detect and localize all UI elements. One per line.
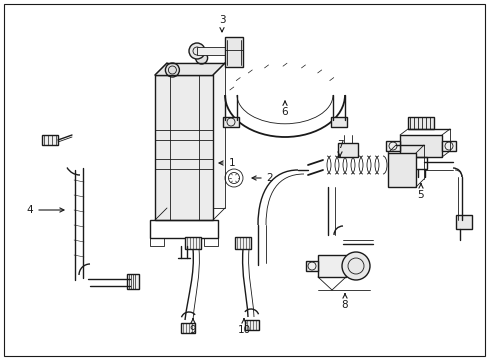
Circle shape — [195, 52, 207, 64]
Circle shape — [165, 63, 179, 77]
Circle shape — [341, 252, 369, 280]
Text: 4: 4 — [27, 205, 64, 215]
Circle shape — [189, 43, 204, 59]
Text: 2: 2 — [251, 173, 273, 183]
Bar — [181, 323, 195, 333]
Text: 8: 8 — [341, 294, 347, 310]
Bar — [224, 37, 243, 67]
Text: 3: 3 — [218, 15, 225, 32]
Bar — [127, 274, 139, 289]
Text: 5: 5 — [417, 184, 424, 200]
Bar — [441, 141, 455, 151]
Bar — [150, 238, 163, 246]
Bar — [197, 47, 224, 55]
Bar — [203, 238, 218, 246]
Text: 6: 6 — [281, 101, 288, 117]
Bar — [42, 135, 58, 145]
Text: 10: 10 — [237, 319, 250, 335]
Bar — [414, 157, 426, 169]
Bar — [244, 320, 259, 330]
Bar — [387, 153, 415, 187]
Bar — [317, 255, 346, 277]
Bar — [184, 237, 201, 249]
Bar — [235, 237, 250, 249]
Text: 7: 7 — [336, 140, 343, 156]
Bar — [155, 75, 213, 220]
Bar — [223, 117, 239, 127]
Text: 9: 9 — [189, 319, 196, 335]
Bar — [385, 141, 399, 151]
Text: 1: 1 — [219, 158, 235, 168]
Bar — [407, 117, 433, 129]
Bar — [399, 135, 441, 157]
Bar — [167, 63, 224, 208]
Bar — [330, 117, 346, 127]
Polygon shape — [155, 63, 224, 75]
Bar — [455, 215, 471, 229]
Bar — [150, 220, 218, 238]
Bar — [337, 143, 357, 157]
Bar — [305, 261, 317, 271]
